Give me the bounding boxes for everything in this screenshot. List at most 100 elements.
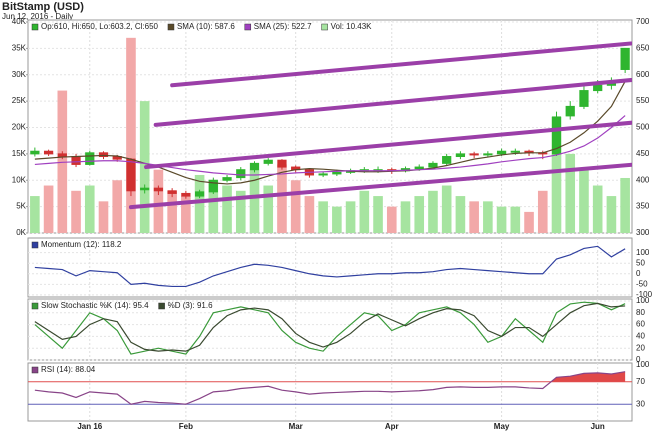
y2-tick-label: 0K: [16, 228, 26, 237]
legend-swatch: [31, 366, 39, 374]
candle-body: [510, 150, 520, 153]
volume-bar: [469, 201, 479, 233]
volume-bar: [235, 190, 246, 233]
volume-bar: [208, 180, 219, 233]
series-line: [34, 302, 626, 352]
volume-bar: [537, 190, 548, 233]
series-line: [34, 301, 626, 355]
y-tick-label: 50: [636, 258, 645, 267]
volume-bar: [112, 180, 123, 233]
y-tick-label: -100: [636, 290, 653, 299]
y-tick-label: 500: [636, 123, 650, 132]
x-tick-label: Jun: [591, 422, 605, 431]
candle-body: [222, 177, 232, 181]
candle-body: [277, 159, 287, 168]
y-tick-label: 650: [636, 43, 650, 52]
candle-body: [236, 169, 246, 179]
series-line: [34, 371, 626, 405]
legend-label: SMA (10): 587.6: [177, 22, 235, 31]
y2-tick-label: 35K: [12, 43, 27, 52]
volume-bar: [181, 196, 191, 233]
volume-bar: [496, 206, 507, 233]
candle-body: [455, 153, 466, 158]
volume-bar: [318, 201, 328, 233]
candle-body: [442, 156, 452, 164]
volume-bar: [400, 201, 411, 233]
volume-bar: [345, 201, 356, 233]
candle-body: [318, 173, 328, 176]
legend-swatch: [31, 302, 39, 310]
legend-swatch: [321, 23, 328, 31]
candle-body: [428, 162, 438, 168]
volume-bar: [606, 196, 617, 233]
legend-label: Momentum (12): 118.2: [41, 240, 122, 249]
legend-label: SMA (25): 522.7: [254, 22, 312, 31]
volume-bar: [167, 190, 177, 233]
y-tick-label: 30: [636, 399, 645, 408]
plot-area: [34, 301, 626, 355]
volume-bar: [153, 169, 164, 233]
y2-tick-label: 15K: [12, 149, 27, 158]
y-tick-label: 450: [636, 149, 650, 158]
plot-area: [30, 37, 632, 233]
volume-bar: [71, 190, 81, 233]
y-tick-label: -50: [636, 279, 648, 288]
candle-body: [43, 150, 54, 155]
y2-tick-label: 25K: [12, 96, 27, 105]
y2-tick-label: 40K: [12, 17, 27, 26]
candle-body: [483, 153, 493, 156]
candle-body: [579, 90, 589, 107]
y-tick-label: 550: [636, 96, 650, 105]
panel-frame: [27, 362, 633, 422]
legend-label: Slow Stochastic %K (14): 95.4: [41, 301, 149, 310]
candle-body: [194, 191, 205, 197]
volume-bar: [30, 196, 40, 233]
volume-bar: [565, 153, 576, 233]
volume-bar: [373, 196, 383, 233]
candle-body: [85, 152, 95, 165]
legend-swatch: [31, 23, 39, 31]
legend-label: Vol: 10.43K: [331, 22, 373, 31]
y-tick-label: 300: [636, 228, 650, 237]
y2-tick-label: 30K: [12, 70, 27, 79]
volume-bar: [428, 190, 438, 233]
candle-body: [414, 166, 424, 170]
y-tick-label: 80: [636, 308, 645, 317]
trendline: [170, 41, 632, 88]
volume-bar: [43, 185, 54, 233]
volume-bar: [332, 206, 342, 233]
volume-bar: [290, 180, 301, 233]
volume-bar: [386, 206, 397, 233]
candle-body: [620, 47, 630, 70]
chart-subtitle: Jun 12, 2016 - Daily: [2, 12, 73, 21]
chart-title: BitStamp (USD): [2, 1, 84, 13]
volume-bar: [592, 185, 603, 233]
candle-body: [57, 153, 67, 158]
legend-label: %D (3): 91.6: [168, 301, 213, 310]
y2-tick-label: 10K: [12, 175, 27, 184]
x-tick-label: Feb: [179, 422, 193, 431]
y-tick-label: 40: [636, 332, 645, 341]
candle-body: [208, 179, 218, 193]
y-tick-label: 70: [636, 377, 645, 386]
y-tick-label: 0: [636, 355, 641, 364]
volume-bar: [510, 206, 521, 233]
series-line: [34, 245, 626, 288]
volume-bar: [359, 190, 370, 233]
candle-body: [332, 171, 342, 175]
y2-tick-label: 20K: [12, 123, 27, 132]
legend-swatch: [167, 23, 175, 31]
candle-body: [469, 153, 479, 156]
candle-body: [249, 162, 260, 171]
legend-label: Op:610, Hi:650, Lo:603.2, Cl:650: [41, 22, 159, 31]
candle-body: [181, 192, 191, 197]
y-tick-label: 100: [636, 296, 650, 305]
trendline: [153, 77, 632, 127]
volume-bar: [441, 185, 452, 233]
volume-bar: [98, 201, 109, 233]
volume-bar: [551, 116, 562, 233]
y-tick-label: 350: [636, 202, 650, 211]
y-tick-label: 100: [636, 360, 650, 369]
volume-bar: [483, 201, 493, 233]
